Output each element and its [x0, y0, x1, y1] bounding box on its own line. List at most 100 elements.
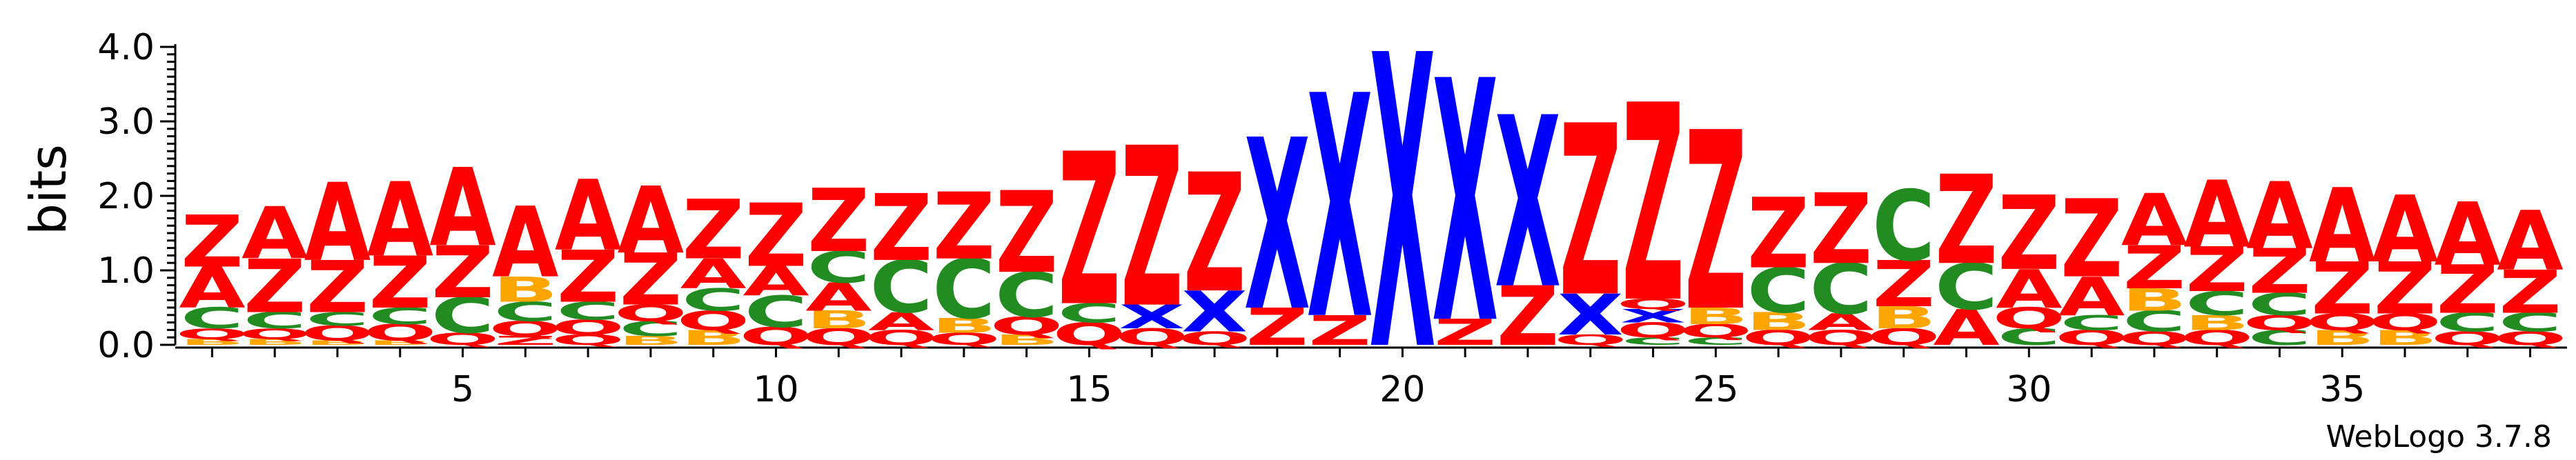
logo-letter: A: [555, 161, 622, 273]
logo-letter: B: [1683, 303, 1749, 330]
x-tick-label: 30: [2006, 369, 2052, 410]
logo-letter: Q: [551, 332, 625, 348]
logo-letter: X: [1620, 306, 1687, 327]
logo-letter: Z: [1810, 174, 1872, 286]
logo-letter: Z: [1998, 175, 2060, 294]
y-tick-label: 4.0: [97, 27, 155, 68]
logo-letter: C: [807, 243, 870, 292]
x-tick-label: 5: [451, 369, 474, 410]
logo-letter: X: [1119, 299, 1185, 337]
logo-letter: Z: [1873, 247, 1935, 321]
logo-letter: Q: [1679, 321, 1752, 342]
logo-letter: X: [1307, 30, 1373, 387]
logo-letter: Z: [870, 175, 932, 282]
logo-letter: Q: [2181, 326, 2254, 350]
logo-column-15: QCZ: [1053, 109, 1126, 352]
logo-letter: Q: [1617, 296, 1690, 312]
logo-letter: B: [493, 270, 558, 310]
logo-letter: Q: [740, 322, 813, 350]
logo-letter: A: [618, 168, 685, 274]
logo-letter: Z: [181, 201, 243, 284]
logo-column-16: QXZ: [1115, 101, 1188, 357]
y-tick-label: 2.0: [97, 176, 155, 217]
logo-letter: C: [2185, 286, 2248, 323]
logo-letter: B: [242, 337, 308, 347]
logo-letter: A: [1996, 259, 2062, 320]
logo-letter: B: [367, 339, 433, 346]
y-tick-label: 0.0: [97, 325, 155, 366]
logo-letter: Q: [677, 306, 750, 337]
logo-letter: Z: [306, 247, 368, 330]
logo-letter: C: [306, 308, 368, 330]
logo-letter: Z: [1747, 179, 1809, 291]
logo-letter: A: [2497, 194, 2563, 289]
logo-letter: C: [745, 288, 807, 337]
logo-letter: A: [743, 258, 809, 306]
logo-letter: B: [2121, 282, 2187, 318]
logo-letter: A: [680, 250, 747, 298]
logo-letter: X: [1181, 279, 1248, 345]
logo-letter: Q: [614, 301, 687, 327]
logo-letter: C: [2123, 305, 2185, 338]
logo-letter: C: [1998, 324, 2061, 350]
logo-letter: Q: [1554, 332, 1627, 348]
logo-column-22: ZX: [1495, 68, 1561, 364]
logo-letter: C: [556, 297, 619, 325]
logo-letter: Z: [1058, 109, 1120, 352]
logo-letter: Q: [1742, 326, 1815, 350]
logo-letter: Q: [2243, 311, 2317, 334]
logo-column-23: QXZ: [1554, 77, 1627, 350]
logo-letter: C: [2248, 287, 2311, 323]
logo-letter: B: [931, 314, 996, 338]
logo-letter: C: [368, 303, 431, 330]
logo-letter: Q: [2055, 326, 2128, 350]
logo-letter: C: [2499, 308, 2562, 337]
logo-letter: Q: [364, 320, 437, 346]
logo-letter: A: [367, 161, 434, 280]
logo-letter: Z: [369, 242, 431, 325]
logo-letter: C: [995, 261, 1058, 332]
logo-letter: Z: [2374, 248, 2436, 331]
logo-letter: Q: [301, 321, 374, 345]
logo-letter: B: [305, 339, 371, 346]
logo-letter: A: [2058, 266, 2125, 328]
logo-letter: Q: [802, 324, 875, 350]
logo-letter: Z: [807, 170, 869, 272]
logo-letter: Z: [1183, 139, 1246, 330]
logo-letter: B: [2184, 311, 2250, 334]
logo-letter: Z: [933, 174, 995, 281]
logo-letter: Z: [2186, 235, 2248, 306]
logo-letter: C: [494, 297, 557, 328]
logo-letter: X: [1432, 11, 1498, 397]
logo-letter: B: [1746, 307, 1811, 335]
logo-letter: Z: [244, 244, 306, 330]
logo-letter: Q: [175, 326, 248, 342]
logo-letter: Q: [238, 326, 311, 342]
logo-letter: Z: [494, 333, 556, 348]
logo-letter: X: [1557, 282, 1624, 348]
logo-letter: Q: [1178, 328, 1251, 349]
logo-letter: C: [1684, 335, 1747, 347]
logo-letter: Q: [2368, 310, 2441, 336]
y-tick-label: 1.0: [97, 250, 155, 292]
logo-letter: Z: [1308, 307, 1370, 354]
logo-letter: Z: [2123, 234, 2185, 303]
logo-letter: Z: [1497, 269, 1559, 364]
logo-column-20: X: [1369, 0, 1435, 440]
logo-letter: Q: [1115, 324, 1188, 350]
y-axis: 0.0 1.0 2.0 3.0 4.0: [97, 27, 177, 366]
